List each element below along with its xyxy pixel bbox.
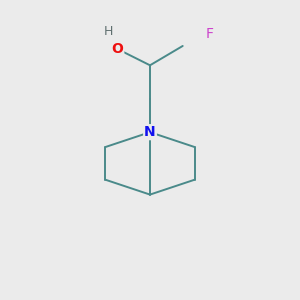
Text: O: O bbox=[111, 42, 123, 56]
Text: F: F bbox=[206, 27, 213, 41]
Text: H: H bbox=[104, 25, 113, 38]
Text: N: N bbox=[144, 125, 156, 139]
